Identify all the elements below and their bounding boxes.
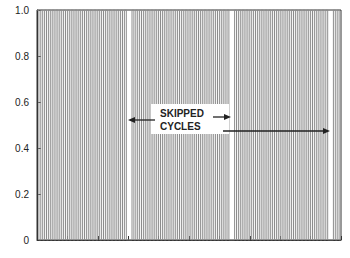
svg-text:0: 0: [23, 235, 29, 246]
svg-text:0.2: 0.2: [15, 189, 29, 200]
svg-text:CYCLES: CYCLES: [160, 121, 201, 132]
svg-text:SKIPPED: SKIPPED: [160, 108, 204, 119]
svg-text:1.0: 1.0: [15, 5, 29, 16]
svg-text:0.8: 0.8: [15, 51, 29, 62]
svg-text:0.6: 0.6: [15, 97, 29, 108]
svg-text:0.4: 0.4: [15, 143, 29, 154]
